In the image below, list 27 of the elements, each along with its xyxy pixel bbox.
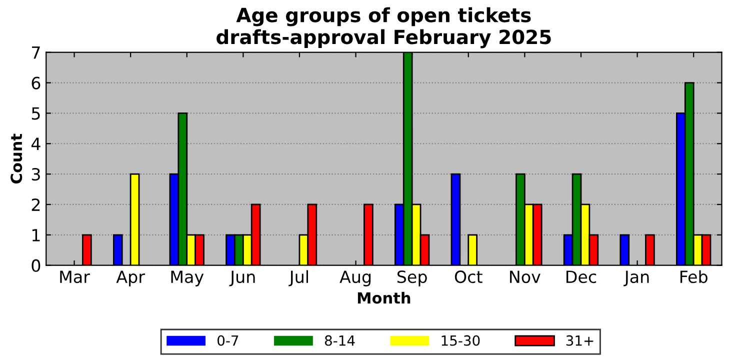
- y-tick-label: 4: [31, 138, 40, 150]
- legend-label: 31+: [566, 335, 594, 346]
- y-tick-label: 3: [32, 168, 40, 181]
- x-tick-label: Sep: [397, 270, 427, 286]
- y-tick-label: 6: [32, 76, 40, 90]
- x-tick-label: Oct: [454, 270, 482, 284]
- x-tick-label: Jun: [229, 270, 255, 286]
- y-axis-title: Count: [10, 134, 22, 184]
- legend-label: 0-7: [218, 335, 238, 346]
- x-tick-label: Nov: [510, 270, 540, 284]
- legend-label: 8-14: [324, 335, 355, 346]
- y-tick-label: 0: [32, 259, 40, 272]
- x-tick-label: Jan: [624, 270, 649, 286]
- x-tick-label: Aug: [340, 270, 371, 286]
- y-tick-label: 2: [32, 198, 40, 211]
- x-tick-label: Mar: [60, 270, 90, 284]
- y-tick-label: 1: [32, 229, 40, 242]
- y-tick-label: 5: [32, 107, 40, 120]
- legend-label: 15-30: [442, 335, 480, 346]
- y-tick-label: 7: [32, 46, 40, 59]
- x-tick-label: Feb: [680, 270, 708, 284]
- x-tick-label: Jul: [288, 270, 308, 286]
- x-tick-label: Dec: [566, 270, 596, 284]
- x-tick-label: Apr: [116, 270, 145, 286]
- x-axis-title: Month: [358, 292, 410, 304]
- x-tick-label: May: [171, 270, 204, 286]
- chart-title: Age groups of open tickets drafts-approval February 2025: [216, 7, 551, 48]
